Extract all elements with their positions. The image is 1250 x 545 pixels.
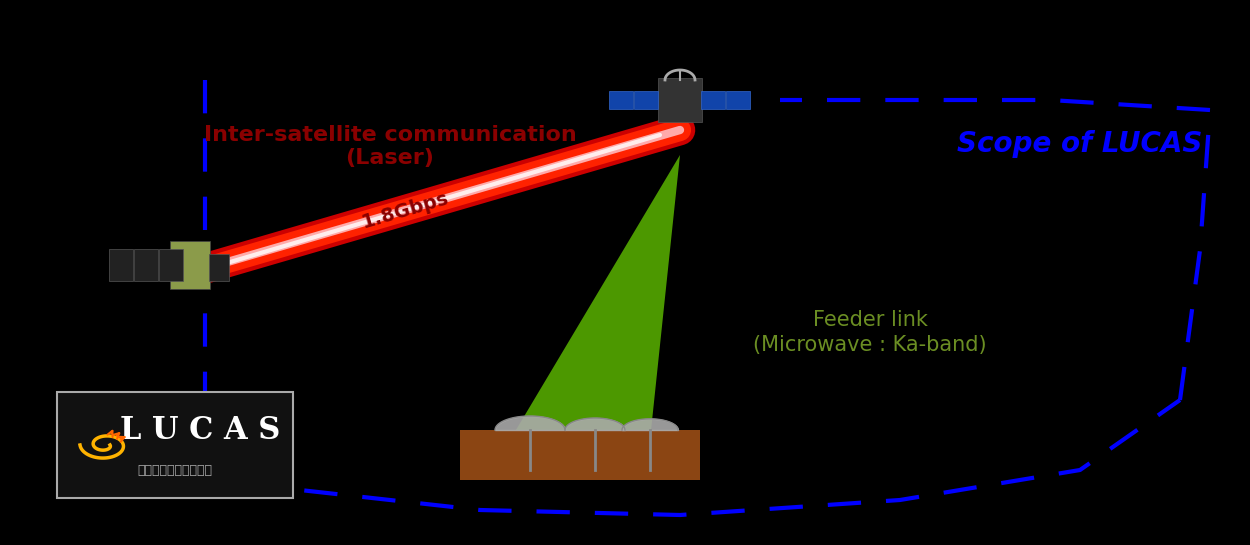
Text: Feeder link: Feeder link xyxy=(812,310,928,330)
Polygon shape xyxy=(510,155,680,440)
FancyBboxPatch shape xyxy=(460,430,700,480)
FancyBboxPatch shape xyxy=(609,91,632,109)
FancyBboxPatch shape xyxy=(159,249,182,281)
FancyBboxPatch shape xyxy=(726,91,750,109)
FancyBboxPatch shape xyxy=(134,249,158,281)
FancyBboxPatch shape xyxy=(58,392,292,498)
Text: 1.8Gbps: 1.8Gbps xyxy=(359,188,451,232)
Text: (Microwave : Ka-band): (Microwave : Ka-band) xyxy=(754,335,986,355)
Text: L U C A S: L U C A S xyxy=(120,415,280,445)
FancyBboxPatch shape xyxy=(701,91,725,109)
Text: Inter-satellite communication: Inter-satellite communication xyxy=(204,125,576,145)
FancyBboxPatch shape xyxy=(109,249,132,281)
Text: Scope of LUCAS: Scope of LUCAS xyxy=(958,130,1202,158)
Text: (Laser): (Laser) xyxy=(345,148,435,168)
FancyBboxPatch shape xyxy=(195,261,205,279)
FancyBboxPatch shape xyxy=(170,241,210,289)
FancyBboxPatch shape xyxy=(658,78,702,122)
Text: 光衛星間通信システム: 光衛星間通信システム xyxy=(138,463,212,476)
FancyBboxPatch shape xyxy=(209,254,229,281)
FancyBboxPatch shape xyxy=(634,91,658,109)
